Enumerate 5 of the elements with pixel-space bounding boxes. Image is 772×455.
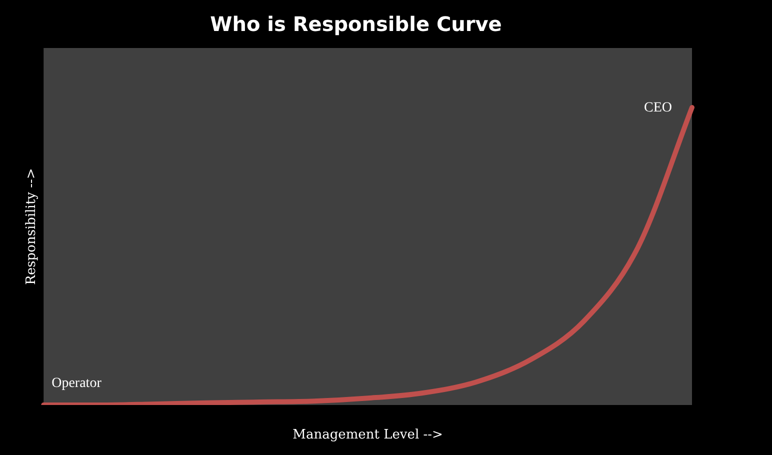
annotation: Operator [52, 376, 102, 391]
chart-title: Who is Responsible Curve [210, 12, 502, 36]
x-axis-title: Management Level --> [292, 428, 443, 443]
annotation: CEO [644, 100, 672, 116]
y-axis-title: Responsibility --> [24, 168, 40, 285]
